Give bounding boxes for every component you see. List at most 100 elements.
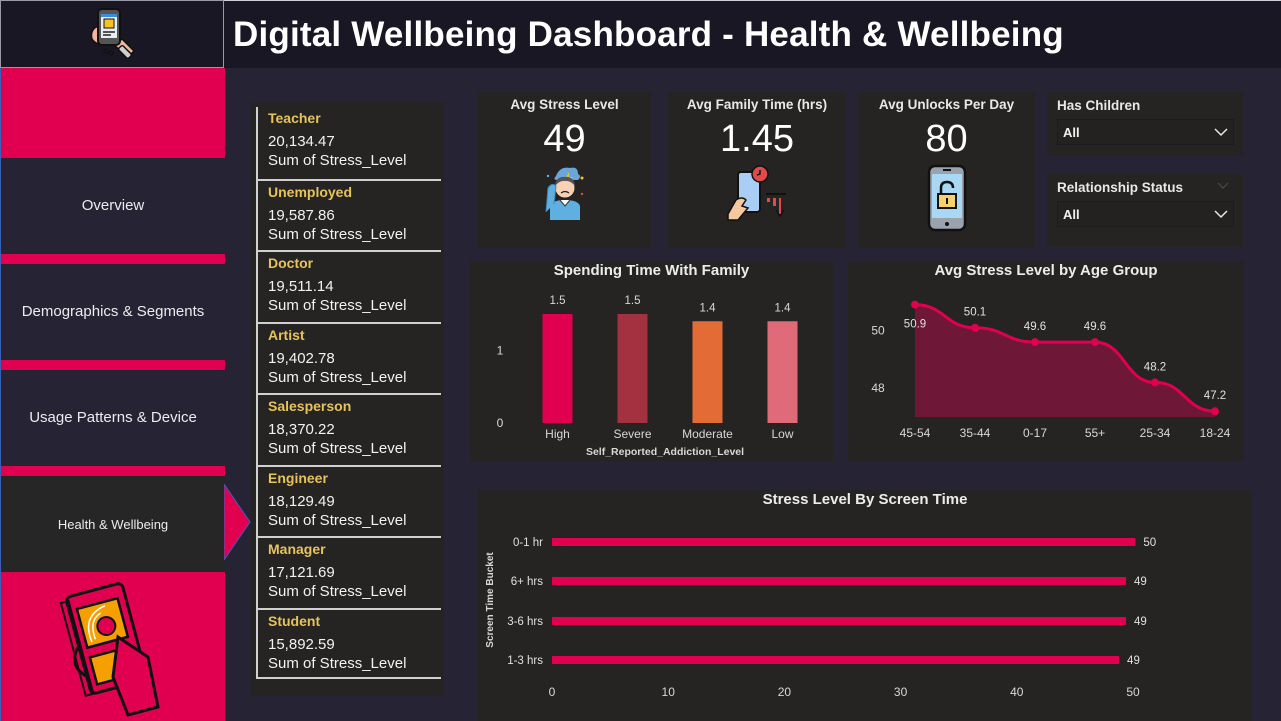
nav-accent-block <box>1 68 225 158</box>
occupation-stress-sum: 19,511.14 <box>268 278 334 295</box>
nav-divider <box>1 254 225 264</box>
kpi-value: 49 <box>543 118 586 160</box>
active-page-indicator-icon <box>224 484 251 560</box>
measure-label: Sum of Stress_Level <box>268 440 407 457</box>
x-tick-label: 35-44 <box>960 426 991 440</box>
chevron-down-icon <box>1214 209 1228 218</box>
person-stressed-by-phone-icon <box>59 581 160 717</box>
data-label: 48.2 <box>1144 361 1166 373</box>
data-label: 1.5 <box>625 295 641 307</box>
occupation-stress-sum: 19,402.78 <box>268 349 335 367</box>
occupation-name: Doctor <box>268 255 314 271</box>
y-tick-label: 1 <box>497 343 504 357</box>
x-tick-label: 45-54 <box>900 426 931 440</box>
data-label: 49 <box>1127 655 1140 667</box>
kpi-avg-unlocks-per-day: Avg Unlocks Per Day 80 <box>858 92 1035 248</box>
x-tick-label: 40 <box>1010 685 1024 699</box>
family-time-chart-svg: 0 1 1.5 High 1.5 Severe 1.4 Moderate 1.4 Low Self_… <box>497 295 798 458</box>
data-label: 1.4 <box>700 302 717 314</box>
sidebar-item-label: Demographics & Segments <box>21 302 205 320</box>
dropdown-value: All <box>1063 206 1080 222</box>
data-point <box>1091 338 1099 347</box>
chart-title: Avg Stress Level by Age Group <box>934 262 1158 279</box>
occupation-stress-sum: 17,121.69 <box>268 564 335 581</box>
occupation-card[interactable]: Engineer 18,129.49 Sum of Stress_Level <box>256 464 441 536</box>
data-label: 50.1 <box>964 307 986 319</box>
y-axis-title: Screen Time Bucket <box>485 552 496 648</box>
sidebar-item-health-wellbeing[interactable]: Health & Wellbeing <box>1 476 225 572</box>
measure-label: Sum of Stress_Level <box>268 368 407 386</box>
x-tick-label: 18-24 <box>1200 426 1231 440</box>
bar <box>692 321 723 423</box>
measure-label: Sum of Stress_Level <box>268 152 407 169</box>
occupation-name: Unemployed <box>268 183 353 200</box>
occupation-stress-sum: 20,134.47 <box>268 133 335 150</box>
data-point <box>1031 338 1039 347</box>
occupation-card[interactable]: Unemployed 19,587.86 Sum of Stress_Level <box>256 178 441 250</box>
occupation-stress-sum: 18,129.49 <box>268 492 335 510</box>
data-point <box>1151 378 1159 387</box>
logo <box>0 0 224 68</box>
has-children-dropdown[interactable]: All <box>1057 119 1234 145</box>
bar <box>767 321 798 423</box>
stress-by-screen-time-chart: Stress Level By Screen Time 0-1 hr 50 6+ h… <box>478 490 1252 721</box>
y-tick-label: 48 <box>871 381 885 395</box>
phone-unlock-icon <box>927 164 966 232</box>
data-label: 49.6 <box>1084 321 1106 333</box>
occupation-card[interactable]: Manager 17,121.69 Sum of Stress_Level <box>256 536 441 608</box>
y-tick-label: 6+ hrs <box>511 576 544 588</box>
bar <box>552 538 1136 546</box>
occupation-card[interactable]: Salesperson 18,370.22 Sum of Stress_Level <box>256 393 441 465</box>
relationship-status-dropdown[interactable]: All <box>1057 201 1234 227</box>
x-tick-label: Severe <box>613 427 651 441</box>
series-line <box>914 303 1216 413</box>
x-tick-label: Moderate <box>682 427 733 441</box>
bar <box>542 314 573 423</box>
occupation-card[interactable]: Doctor 19,511.14 Sum of Stress_Level <box>256 250 441 322</box>
kpi-title: Avg Family Time (hrs) <box>686 97 828 112</box>
area-fill <box>915 304 1215 417</box>
nav-divider <box>1 360 225 370</box>
sidebar-item-demographics[interactable]: Demographics & Segments <box>1 264 225 358</box>
x-tick-label: 0-17 <box>1023 426 1047 440</box>
y-tick-label: 1-3 hrs <box>507 655 543 667</box>
stress-by-screen-time-chart-svg: 0-1 hr 50 6+ hrs 49 3-6 hrs 49 1-3 hrs 49 0 10 20 3… <box>485 537 1156 699</box>
has-children-slicer: Has Children All <box>1047 92 1243 156</box>
occupation-name: Student <box>268 612 321 629</box>
y-tick-label: 50 <box>871 324 885 338</box>
x-tick-label: 25-34 <box>1140 426 1171 440</box>
occupation-card[interactable]: Student 15,892.59 Sum of Stress_Level <box>256 607 441 679</box>
occupation-name: Teacher <box>268 110 321 126</box>
page-title: Digital Wellbeing Dashboard - Health & W… <box>233 14 1064 54</box>
sidebar-item-label: Overview <box>81 196 145 214</box>
data-point <box>911 300 919 309</box>
x-tick-label: 20 <box>778 685 792 699</box>
sidebar-nav: Overview Demographics & Segments Usage P… <box>0 68 225 721</box>
chevron-down-icon[interactable] <box>1217 182 1229 189</box>
header-bar: Digital Wellbeing Dashboard - Health & W… <box>224 0 1281 68</box>
kpi-title: Avg Unlocks Per Day <box>878 97 1015 112</box>
x-tick-label: 0 <box>549 685 556 699</box>
kpi-avg-stress-level: Avg Stress Level 49 <box>478 92 651 248</box>
occupation-stress-sum: 18,370.22 <box>268 421 335 438</box>
data-label: 49 <box>1134 576 1147 588</box>
sidebar-item-overview[interactable]: Overview <box>1 158 225 252</box>
data-label: 49.6 <box>1024 321 1046 333</box>
stressed-person-icon <box>545 167 583 220</box>
x-tick-label: High <box>545 427 570 441</box>
x-tick-label: 55+ <box>1085 426 1105 440</box>
data-label: 1.5 <box>550 295 566 307</box>
nav-illustration-panel <box>1 572 225 721</box>
family-time-chart: Spending Time With Family 0 1 1.5 High 1.5 Se… <box>470 261 833 461</box>
x-tick-label: 30 <box>894 685 908 699</box>
occupation-name: Manager <box>268 541 326 557</box>
occupation-card[interactable]: Artist 19,402.78 Sum of Stress_Level <box>256 321 441 393</box>
kpi-title: Avg Stress Level <box>510 97 619 112</box>
measure-label: Sum of Stress_Level <box>268 225 407 243</box>
chart-title: Stress Level By Screen Time <box>762 491 968 508</box>
data-label: 50 <box>1143 537 1156 549</box>
sidebar-item-usage-patterns[interactable]: Usage Patterns & Device <box>1 370 225 464</box>
occupation-card[interactable]: Teacher 20,134.47 Sum of Stress_Level <box>256 107 441 179</box>
sidebar-item-label: Usage Patterns & Device <box>29 408 197 426</box>
kpi-value: 80 <box>925 118 968 160</box>
